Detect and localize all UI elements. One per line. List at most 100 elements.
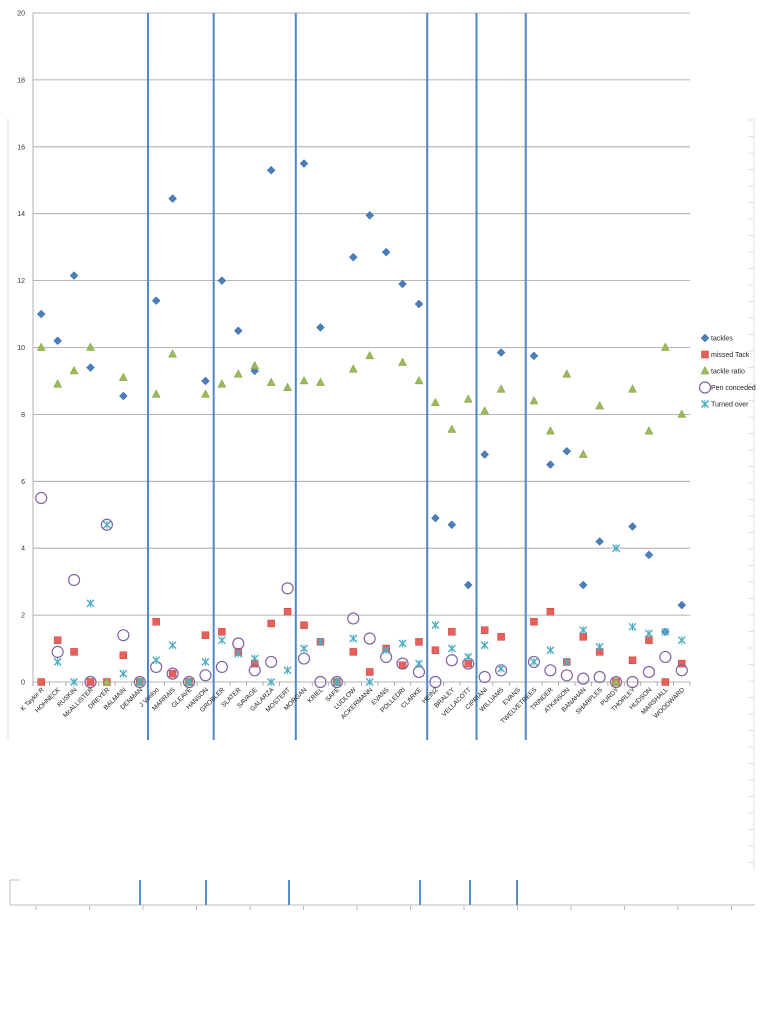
series-missed-tack xyxy=(37,608,686,686)
legend-label: Turned over xyxy=(711,402,749,409)
data-point xyxy=(300,644,309,653)
y-tick-label: 16 xyxy=(17,144,25,151)
data-point xyxy=(316,323,325,332)
legend-marker xyxy=(700,333,710,343)
data-point xyxy=(414,659,423,668)
data-point xyxy=(628,656,637,665)
data-point xyxy=(628,384,637,393)
data-point xyxy=(677,409,687,418)
data-point xyxy=(642,665,656,679)
data-point xyxy=(546,608,555,616)
data-point xyxy=(199,669,212,682)
y-tick-label: 4 xyxy=(21,546,25,553)
data-point xyxy=(677,600,687,610)
data-point xyxy=(84,675,97,689)
data-point xyxy=(447,424,457,433)
data-point xyxy=(119,651,128,659)
data-point xyxy=(330,675,343,689)
data-point xyxy=(429,675,442,689)
x-category-label: KRIEL xyxy=(307,686,326,705)
data-point xyxy=(562,369,572,378)
data-point xyxy=(349,634,358,643)
data-point xyxy=(447,644,456,653)
data-point xyxy=(166,667,179,680)
data-point xyxy=(560,669,573,682)
data-point xyxy=(430,397,440,406)
data-point xyxy=(118,391,128,401)
y-tick-label: 2 xyxy=(21,613,25,620)
data-point xyxy=(659,650,672,664)
data-point xyxy=(36,342,46,351)
data-point xyxy=(480,641,489,650)
data-point xyxy=(266,165,276,175)
data-point xyxy=(431,513,440,523)
data-point xyxy=(201,376,210,386)
y-tick-label: 12 xyxy=(17,278,25,285)
data-point xyxy=(53,636,62,644)
data-point xyxy=(36,309,46,319)
data-point xyxy=(281,582,294,595)
data-point xyxy=(86,363,95,372)
data-point xyxy=(677,636,686,645)
data-point xyxy=(201,389,210,398)
data-point xyxy=(299,159,309,168)
data-point xyxy=(365,350,375,360)
data-point xyxy=(118,372,128,381)
data-point xyxy=(447,520,457,530)
data-point xyxy=(119,669,128,678)
data-point xyxy=(363,632,376,645)
data-point xyxy=(414,375,424,385)
data-point xyxy=(609,675,623,689)
data-point xyxy=(365,678,374,686)
data-point xyxy=(412,665,426,679)
legend: tackles missed Tack tackle ratio Pen conced… xyxy=(698,333,756,409)
data-point xyxy=(496,348,506,357)
data-point xyxy=(398,661,407,670)
data-point xyxy=(283,382,293,391)
series-turned-over xyxy=(53,520,686,686)
data-point xyxy=(283,666,292,675)
data-point xyxy=(464,659,473,668)
data-point xyxy=(579,633,587,641)
data-point xyxy=(332,678,341,686)
data-point xyxy=(644,629,653,638)
data-point xyxy=(480,406,490,415)
data-point xyxy=(660,342,670,351)
data-point xyxy=(675,664,688,677)
data-point xyxy=(348,252,358,262)
data-point xyxy=(595,642,604,651)
data-point xyxy=(348,364,358,373)
data-point xyxy=(628,522,637,531)
data-point xyxy=(398,639,407,648)
data-point xyxy=(217,636,226,645)
data-point xyxy=(297,652,311,665)
data-point xyxy=(35,491,48,505)
data-point xyxy=(314,675,327,689)
data-point xyxy=(102,676,112,686)
data-point xyxy=(611,676,621,686)
data-point xyxy=(299,375,309,385)
data-point xyxy=(480,626,489,634)
data-point xyxy=(463,580,473,590)
data-point xyxy=(69,365,79,375)
data-point xyxy=(480,450,490,459)
data-point xyxy=(347,612,360,625)
data-point xyxy=(530,618,538,626)
data-point xyxy=(644,426,654,435)
data-point xyxy=(595,537,605,546)
data-point xyxy=(349,648,358,656)
data-point xyxy=(233,369,243,378)
y-axis: 0 2 4 6 8 10 12 14 16 18 20 xyxy=(17,11,691,687)
data-point xyxy=(678,659,686,668)
data-point xyxy=(250,360,260,370)
data-point xyxy=(579,626,588,635)
data-point xyxy=(283,608,292,616)
data-point xyxy=(644,550,654,560)
y-tick-label: 6 xyxy=(21,479,25,486)
data-point xyxy=(133,675,146,689)
data-point xyxy=(529,351,539,361)
data-point xyxy=(248,664,261,677)
y-tick-label: 0 xyxy=(21,680,25,687)
data-point xyxy=(265,655,278,669)
data-point xyxy=(544,664,557,677)
